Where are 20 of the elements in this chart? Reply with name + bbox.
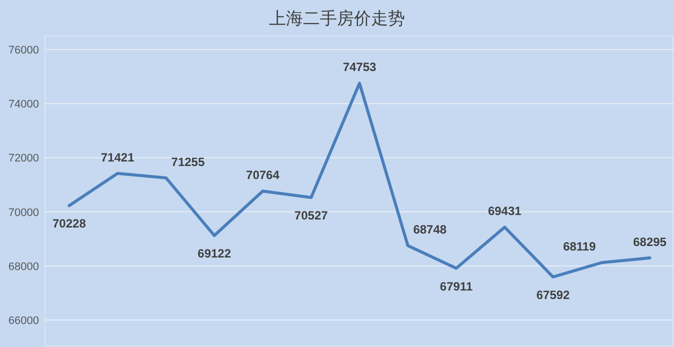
data-label: 71421	[100, 150, 135, 164]
data-label: 71255	[171, 154, 205, 169]
data-label: 68295	[633, 234, 667, 249]
data-label: 69122	[198, 246, 232, 261]
chart-title: 上海二手房价走势	[269, 9, 405, 29]
data-label: 74753	[342, 60, 377, 74]
data-label: 68748	[413, 222, 447, 237]
data-label: 70228	[52, 216, 86, 231]
y-tick-label: 76000	[8, 44, 39, 57]
y-tick-label: 72000	[8, 152, 39, 165]
data-label: 67911	[440, 279, 473, 294]
data-label: 70527	[294, 208, 328, 223]
y-tick-label: 70000	[8, 206, 39, 219]
y-tick-label: 74000	[8, 98, 39, 111]
data-label: 70764	[246, 168, 280, 182]
y-tick-label: 66000	[8, 314, 39, 327]
y-tick-label: 68000	[8, 260, 39, 273]
data-label: 67592	[536, 288, 570, 302]
data-label: 68119	[563, 240, 596, 254]
data-label: 69431	[488, 204, 522, 218]
